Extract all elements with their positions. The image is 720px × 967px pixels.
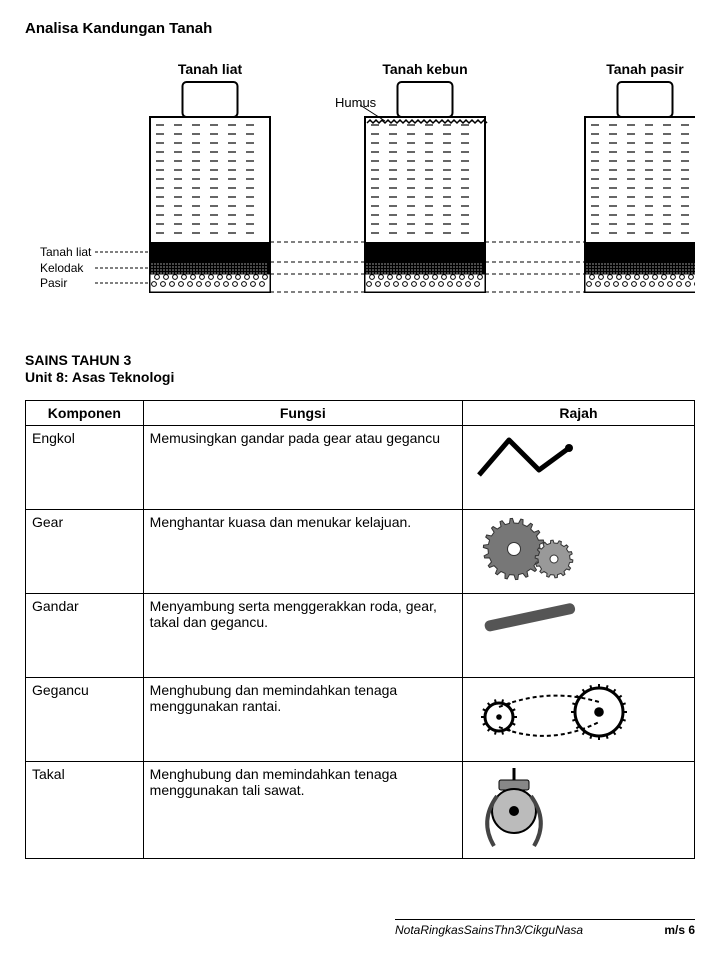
svg-text:Tanah pasir: Tanah pasir (606, 61, 684, 77)
footer-page: m/s 6 (664, 923, 695, 937)
cell-rajah (462, 678, 694, 762)
svg-text:Tanah liat: Tanah liat (178, 61, 243, 77)
th-fungsi: Fungsi (143, 401, 462, 426)
cell-fungsi: Menghubung dan memindahkan tenaga menggu… (143, 678, 462, 762)
table-row: GandarMenyambung serta menggerakkan roda… (26, 594, 695, 678)
cell-komponen: Engkol (26, 426, 144, 510)
soil-diagram: Tanah liat Tanah kebun Humus Tanah pasir Tan… (25, 52, 695, 317)
cell-komponen: Gegancu (26, 678, 144, 762)
table-row: GearMenghantar kuasa dan menukar kelajua… (26, 510, 695, 594)
svg-text:Tanah liat: Tanah liat (40, 245, 92, 259)
cell-fungsi: Memusingkan gandar pada gear atau geganc… (143, 426, 462, 510)
cell-rajah (462, 426, 694, 510)
table-row: TakalMenghubung dan memindahkan tenaga m… (26, 762, 695, 859)
cell-rajah (462, 510, 694, 594)
svg-text:Kelodak: Kelodak (40, 261, 84, 275)
section-line2: Unit 8: Asas Teknologi (25, 369, 695, 385)
table-header-row: Komponen Fungsi Rajah (26, 401, 695, 426)
footer-source: NotaRingkasSainsThn3/CikguNasa (395, 923, 583, 937)
cell-komponen: Gear (26, 510, 144, 594)
svg-text:Pasir: Pasir (40, 276, 67, 290)
section-heading: SAINS TAHUN 3 Unit 8: Asas Teknologi (25, 352, 695, 385)
th-komponen: Komponen (26, 401, 144, 426)
svg-text:Tanah kebun: Tanah kebun (382, 61, 467, 77)
cell-komponen: Gandar (26, 594, 144, 678)
page-title: Analisa Kandungan Tanah (25, 20, 695, 37)
cell-rajah (462, 594, 694, 678)
cell-fungsi: Menghubung dan memindahkan tenaga menggu… (143, 762, 462, 859)
components-table: Komponen Fungsi Rajah EngkolMemusingkan … (25, 400, 695, 859)
svg-text:Humus: Humus (335, 95, 377, 110)
table-row: EngkolMemusingkan gandar pada gear atau … (26, 426, 695, 510)
section-line1: SAINS TAHUN 3 (25, 352, 695, 368)
cell-fungsi: Menyambung serta menggerakkan roda, gear… (143, 594, 462, 678)
th-rajah: Rajah (462, 401, 694, 426)
cell-fungsi: Menghantar kuasa dan menukar kelajuan. (143, 510, 462, 594)
page-footer: NotaRingkasSainsThn3/CikguNasa m/s 6 (395, 919, 695, 937)
table-row: GegancuMenghubung dan memindahkan tenaga… (26, 678, 695, 762)
cell-rajah (462, 762, 694, 859)
cell-komponen: Takal (26, 762, 144, 859)
